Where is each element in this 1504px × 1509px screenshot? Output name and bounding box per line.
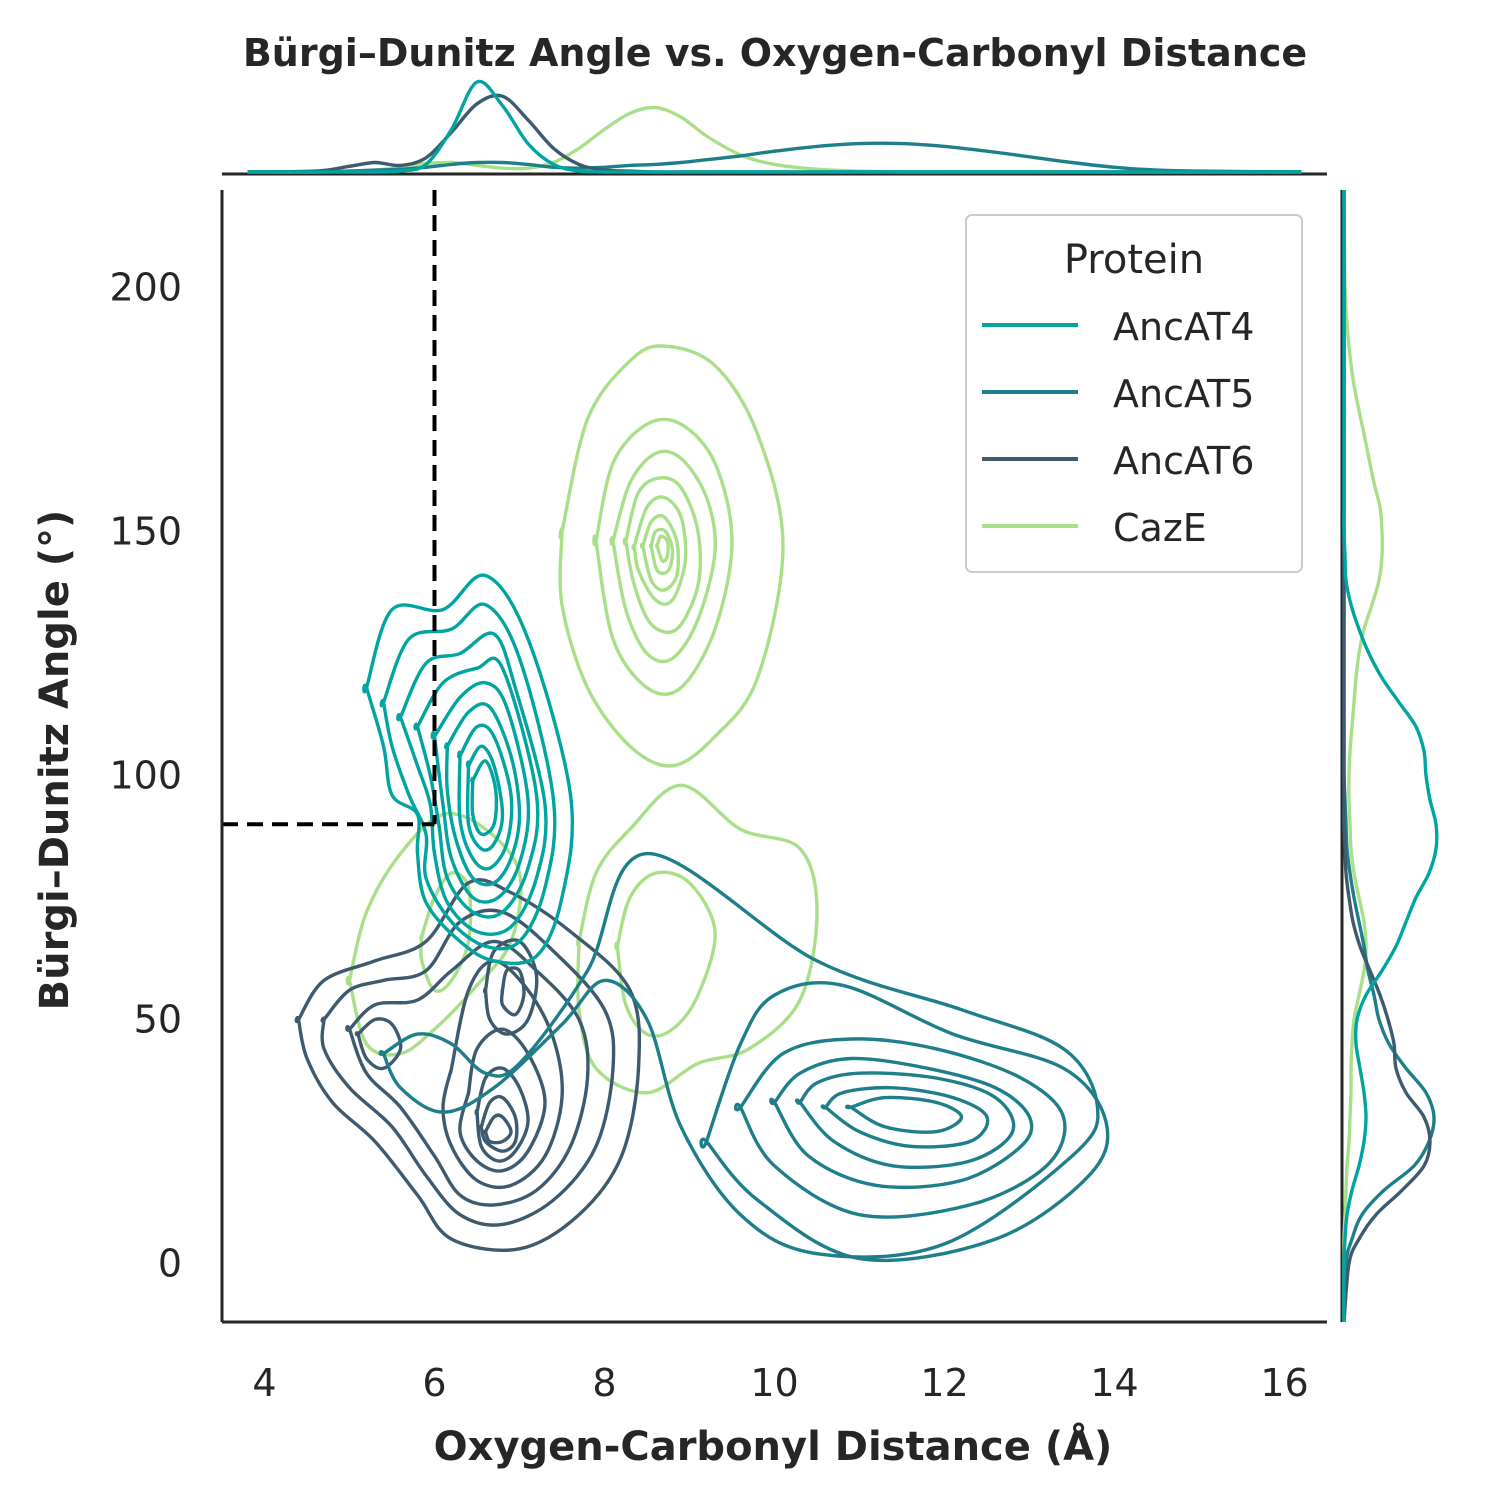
contour-ancat5-7	[378, 851, 1100, 1259]
legend-title: Protein	[1064, 237, 1204, 283]
marginal-x-density-ancat6	[247, 93, 1302, 174]
contour-ancat4-4	[413, 656, 540, 919]
contour-caze-7	[648, 527, 675, 576]
contour-caze-3	[609, 449, 717, 664]
marginal-x-density-ancat4	[247, 79, 1302, 174]
contour-caze-10	[614, 870, 717, 1038]
contour-ancat4-9	[470, 759, 499, 837]
contour-ancat4-2	[379, 602, 557, 951]
contour-ancat6-3	[345, 939, 590, 1207]
y-tick-label: 200	[109, 266, 182, 310]
y-axis-title: Bürgi–Dunitz Angle (°)	[32, 510, 78, 1011]
contour-ancat4-3	[396, 631, 548, 936]
contour-ancat6-4	[354, 1017, 403, 1071]
contour-ancat6-10	[499, 966, 526, 1017]
contour-ancat4-1	[362, 573, 575, 966]
legend-entry-ancat6: AncAT6	[982, 439, 1254, 483]
legend-entry-ancat4: AncAT4	[982, 305, 1254, 349]
legend-label: AncAT5	[1113, 372, 1254, 416]
contour-ancat6-2	[320, 908, 616, 1227]
marginal-x-density-caze	[247, 105, 1302, 174]
contour-ancat6-8	[478, 1094, 519, 1153]
chart-title: Bürgi–Dunitz Angle vs. Oxygen-Carbonyl D…	[243, 31, 1307, 75]
contour-caze-6	[639, 513, 681, 592]
x-tick-label: 4	[252, 1361, 276, 1405]
x-axis-title: Oxygen-Carbonyl Distance (Å)	[434, 1421, 1113, 1470]
contour-ancat4-5	[430, 680, 531, 904]
legend-label: AncAT6	[1113, 439, 1254, 483]
contour-caze-4	[622, 476, 703, 635]
contour-caze-2	[592, 417, 734, 697]
contour-ancat4-8	[465, 744, 505, 852]
series-ancat4	[362, 573, 575, 966]
contour-caze-8	[654, 534, 670, 563]
contour-ancat6-11	[483, 938, 539, 1036]
legend-label: CazE	[1113, 506, 1207, 550]
marginal-y-density-caze	[1342, 189, 1384, 1322]
x-tick-label: 6	[422, 1361, 446, 1405]
y-tick-label: 150	[109, 510, 182, 554]
contour-ancat6-6	[458, 1027, 547, 1173]
y-tick-label: 100	[109, 754, 182, 798]
legend-entry-caze: CazE	[982, 506, 1207, 550]
contour-ancat5-2	[734, 1037, 1067, 1219]
plot-area: 4 6 8 10 12 14 16 0 50 100 150 200	[109, 190, 1327, 1405]
marginal-y-panel	[1340, 189, 1439, 1323]
legend-frame	[965, 214, 1303, 573]
series-ancat5	[378, 851, 1110, 1263]
contour-caze-5	[631, 495, 688, 606]
contour-ancat4-6	[444, 702, 522, 887]
marginal-y-density-ancat5	[1342, 190, 1436, 1323]
legend: Protein AncAT4 AncAT5 AncAT6 CazE	[965, 214, 1303, 573]
contour-ancat6-1	[294, 878, 642, 1252]
marginal-x-panel	[222, 79, 1327, 176]
contour-ancat6-9	[483, 1113, 513, 1145]
marginal-y-density-ancat6	[1342, 190, 1432, 1323]
contour-ancat5-4	[795, 1071, 1016, 1170]
contour-ancat5-1	[699, 981, 1110, 1263]
contour-ancat5-5	[820, 1085, 990, 1149]
legend-label: AncAT4	[1113, 305, 1254, 349]
x-tick-label: 14	[1090, 1361, 1138, 1405]
x-tick-label: 16	[1260, 1361, 1308, 1405]
y-tick-label: 50	[134, 997, 182, 1041]
legend-entry-ancat5: AncAT5	[982, 372, 1254, 416]
y-tick-label: 0	[158, 1241, 182, 1285]
contour-caze-1	[558, 344, 785, 768]
marginal-x-density-ancat5	[247, 141, 1302, 174]
marginal-y-density-ancat4	[1342, 190, 1439, 1323]
contour-ancat5-3	[769, 1056, 1034, 1190]
x-tick-label: 10	[750, 1361, 798, 1405]
contour-ancat6-7	[474, 1066, 530, 1163]
contour-ancat5-6	[845, 1095, 964, 1134]
x-tick-label: 12	[920, 1361, 968, 1405]
contour-ancat4-7	[457, 723, 514, 871]
x-tick-label: 8	[592, 1361, 616, 1405]
